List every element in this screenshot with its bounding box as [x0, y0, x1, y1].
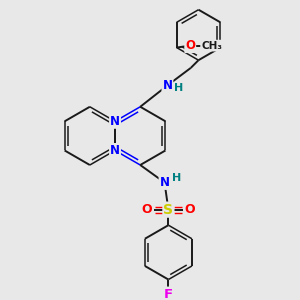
Text: N: N	[110, 144, 120, 157]
Text: N: N	[110, 115, 120, 128]
Text: H: H	[172, 172, 181, 183]
Text: CH₃: CH₃	[201, 40, 222, 51]
Text: N: N	[162, 79, 172, 92]
Text: O: O	[142, 203, 152, 216]
Text: S: S	[164, 203, 173, 217]
Text: H: H	[175, 83, 184, 93]
Text: N: N	[160, 176, 170, 189]
Text: O: O	[185, 39, 195, 52]
Text: O: O	[184, 203, 195, 216]
Text: F: F	[164, 288, 173, 300]
